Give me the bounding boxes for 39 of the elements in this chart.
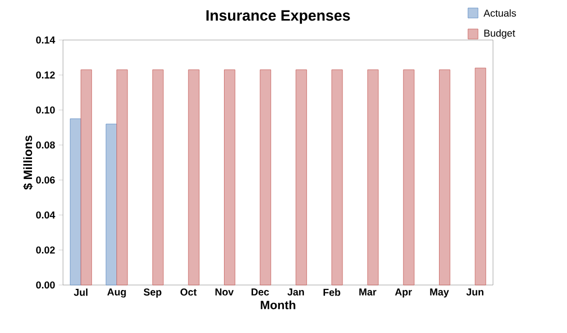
y-tick-label: 0.14 [36, 36, 56, 44]
y-tick-label: 0.12 [36, 71, 55, 79]
x-tick-label: Apr [395, 288, 412, 298]
chart-title: Insurance Expenses [206, 10, 350, 24]
bar [106, 124, 117, 286]
bar [80, 70, 92, 286]
bar [152, 70, 164, 286]
legend-label: Budget [484, 29, 516, 39]
bar [367, 70, 379, 286]
x-tick-label: Dec [252, 288, 269, 296]
x-axis-title: Month [260, 300, 296, 310]
legend-label: Actuals [484, 9, 516, 17]
y-tick-label: 0.02 [36, 246, 55, 254]
x-tick-label: Aug [107, 288, 126, 298]
x-tick-label: Oct [180, 288, 197, 296]
bar [188, 70, 200, 286]
y-tick-label: 0.10 [36, 106, 55, 114]
bar [439, 70, 450, 286]
bar [70, 118, 82, 286]
y-tick-label: 0.06 [36, 176, 55, 184]
x-tick-label: Mar [359, 288, 376, 296]
bar [474, 68, 486, 286]
bar [116, 70, 128, 286]
x-tick-label: May [430, 288, 449, 298]
bar [296, 70, 307, 286]
bar [403, 70, 414, 286]
y-tick-label: 0.00 [36, 281, 55, 289]
bar [224, 70, 236, 286]
x-tick-label: Jan [287, 288, 304, 296]
x-tick-label: Sep [144, 288, 162, 298]
y-tick-label: 0.08 [36, 141, 55, 149]
x-tick-label: Feb [324, 288, 340, 296]
x-tick-label: Nov [215, 288, 234, 296]
y-tick-label: 0.04 [36, 211, 56, 219]
bar [332, 70, 343, 286]
y-axis-title: $ Millions [23, 136, 33, 190]
bar [260, 70, 272, 286]
x-tick-label: Jul [74, 288, 88, 296]
x-tick-label: Jun [466, 288, 484, 296]
